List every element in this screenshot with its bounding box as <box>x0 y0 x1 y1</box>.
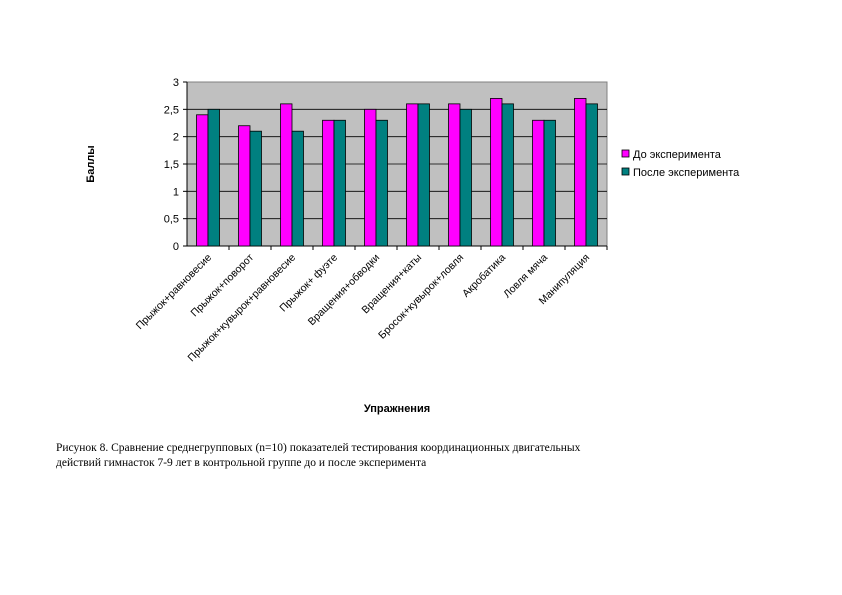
legend-swatch <box>621 149 630 158</box>
bar <box>364 108 377 247</box>
x-tick-label: Бросок+кувырок+ловля <box>376 252 466 342</box>
y-tick-label: 2,5 <box>164 104 179 116</box>
bar <box>207 108 220 247</box>
y-tick-label: 0 <box>173 241 179 253</box>
bar <box>280 103 293 247</box>
caption-line-1: Рисунок 8. Сравнение среднегрупповых (n=… <box>56 442 581 454</box>
caption-line-2: действий гимнасток 7-9 лет в контрольной… <box>56 457 427 469</box>
bar <box>322 119 335 247</box>
y-tick-label: 3 <box>173 77 179 89</box>
bar <box>501 103 514 247</box>
y-tick-label: 1 <box>173 186 179 198</box>
x-axis-title: Упражнения <box>364 403 430 415</box>
y-axis-title: Баллы <box>85 145 97 182</box>
bar <box>238 125 251 247</box>
bar <box>196 114 209 247</box>
bar <box>543 119 556 247</box>
bar <box>574 98 587 247</box>
bar <box>375 119 388 247</box>
bar <box>490 98 503 247</box>
bar <box>448 103 461 247</box>
x-tick-label: Вращения+обводки <box>306 252 382 328</box>
bar <box>585 103 598 247</box>
bar <box>459 108 472 247</box>
legend-entry: После эксперимента <box>633 167 740 179</box>
bar <box>333 119 346 247</box>
y-tick-label: 0,5 <box>164 214 179 226</box>
y-tick-label: 1,5 <box>164 159 179 171</box>
bar <box>417 103 430 247</box>
bar <box>291 130 304 247</box>
figure-caption: Рисунок 8. Сравнение среднегрупповых (n=… <box>56 441 776 471</box>
bar <box>532 119 545 247</box>
legend-entry: До эксперимента <box>633 149 722 161</box>
bar <box>249 130 262 247</box>
legend-swatch <box>621 167 630 176</box>
x-tick-label: Прыжок+равновесие <box>134 252 214 332</box>
y-tick-label: 2 <box>173 132 179 144</box>
bar <box>406 103 419 247</box>
